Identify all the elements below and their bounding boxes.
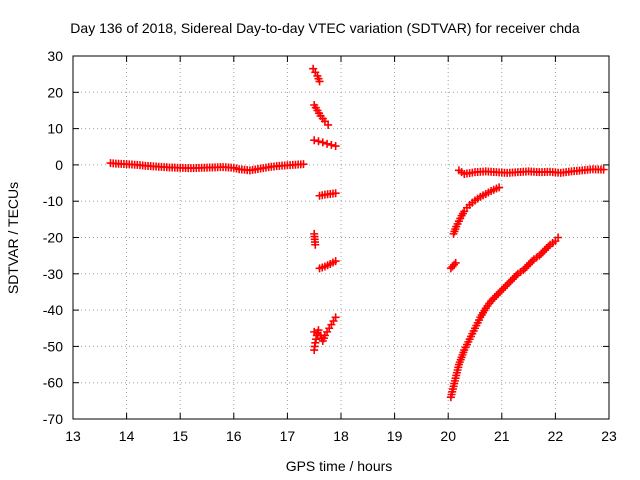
data-point [327, 140, 336, 149]
y-tick-label: -40 [43, 302, 63, 318]
data-point [318, 138, 327, 147]
data-point [490, 293, 499, 302]
y-tick-label: -60 [43, 375, 63, 391]
data-point [495, 183, 504, 192]
data-point [544, 242, 553, 251]
y-tick-label: -10 [43, 193, 63, 209]
series-band-late [454, 165, 608, 178]
series-arc-17.5-d [315, 189, 340, 200]
x-axis-label: GPS time / hours [286, 458, 393, 474]
data-point [510, 273, 519, 282]
y-tick-label: -70 [43, 411, 63, 427]
series-arc-17.5-a [309, 64, 324, 86]
x-tick-label: 19 [387, 428, 403, 444]
data-point [451, 258, 460, 267]
data-point [535, 251, 544, 260]
data-point [312, 335, 321, 344]
x-tick-label: 17 [280, 428, 296, 444]
series-band-early [106, 159, 308, 175]
chart-title: Day 136 of 2018, Sidereal Day-to-day VTE… [70, 20, 580, 36]
data-point [538, 248, 547, 257]
x-tick-label: 18 [333, 428, 349, 444]
x-tick-label: 22 [548, 428, 564, 444]
data-point [315, 77, 324, 86]
x-tick-label: 15 [172, 428, 188, 444]
series-arc-20-short [446, 258, 460, 273]
series-arc-17.5-g [310, 313, 340, 355]
data-point [331, 257, 340, 266]
y-tick-label: 10 [47, 121, 63, 137]
data-point [299, 160, 308, 169]
grid-lines [73, 56, 609, 419]
data-point [528, 257, 537, 266]
x-tick-label: 16 [226, 428, 242, 444]
data-point [506, 277, 515, 286]
y-axis-label: SDTVAR / TECUs [5, 182, 21, 294]
data-point [540, 246, 549, 255]
y-tick-label: -50 [43, 338, 63, 354]
data-point [310, 136, 319, 145]
data-point [504, 278, 513, 287]
series-arc-17.5-e [310, 229, 320, 249]
axis-ticks: 13 14 15 16 17 18 19 20 21 22 23 -70 -60 -50 -40 -30 -20… [43, 48, 617, 444]
data-point [499, 284, 508, 293]
data-point [323, 139, 332, 148]
data-point [497, 286, 506, 295]
data-point [311, 338, 320, 347]
data-point [487, 297, 496, 306]
x-tick-label: 20 [440, 428, 456, 444]
data-point [537, 249, 546, 258]
data-point [314, 326, 323, 335]
data-point [488, 295, 497, 304]
data-point [521, 264, 530, 273]
data-point [331, 142, 340, 151]
x-tick-label: 23 [601, 428, 617, 444]
x-tick-label: 14 [119, 428, 135, 444]
data-point [554, 233, 563, 242]
data-point [512, 271, 521, 280]
series-arc-20-mid [449, 183, 504, 238]
data-point [501, 282, 510, 291]
data-point [599, 165, 608, 174]
data-point [526, 258, 535, 267]
data-point [324, 120, 333, 129]
data-point [314, 137, 323, 146]
data-point [496, 287, 505, 296]
data-point [519, 266, 528, 275]
y-tick-label: 0 [55, 157, 63, 173]
y-tick-label: -30 [43, 266, 63, 282]
series-arc-20-long [446, 233, 563, 402]
y-tick-label: 20 [47, 84, 63, 100]
data-point [524, 260, 533, 269]
data-point [542, 244, 551, 253]
data-point [492, 291, 501, 300]
series-arc-17.5-b [310, 101, 333, 129]
y-tick-label: -20 [43, 230, 63, 246]
data-point [331, 313, 340, 322]
x-tick-label: 21 [494, 428, 510, 444]
series-arc-17.5-f [315, 257, 340, 273]
data-point [522, 262, 531, 271]
data-point [450, 260, 459, 269]
series-arc-17.5-c [310, 136, 340, 151]
data-point [508, 275, 517, 284]
data-point [494, 289, 503, 298]
y-tick-label: 30 [47, 48, 63, 64]
data-series [106, 64, 608, 402]
data-point [331, 189, 340, 198]
data-point [311, 240, 320, 249]
x-tick-label: 13 [65, 428, 81, 444]
data-point [503, 280, 512, 289]
